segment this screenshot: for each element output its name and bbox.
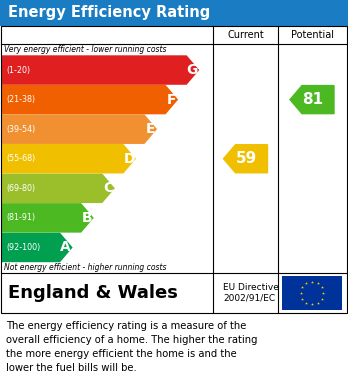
Text: E: E: [145, 122, 155, 136]
Polygon shape: [2, 56, 198, 84]
Text: (81-91): (81-91): [6, 213, 35, 222]
Text: EU Directive
2002/91/EC: EU Directive 2002/91/EC: [223, 283, 279, 303]
Polygon shape: [2, 204, 93, 232]
Bar: [0, 313, 348, 391]
Polygon shape: [2, 233, 72, 262]
Text: F: F: [166, 93, 176, 107]
Polygon shape: [2, 145, 135, 173]
Polygon shape: [2, 86, 177, 114]
Text: (1-20): (1-20): [6, 66, 30, 75]
Polygon shape: [2, 174, 114, 203]
Text: 81: 81: [302, 92, 324, 107]
Bar: [1, 273, 347, 313]
Text: (39-54): (39-54): [6, 125, 35, 134]
Text: (69-80): (69-80): [6, 184, 35, 193]
Text: (92-100): (92-100): [6, 243, 40, 252]
Polygon shape: [223, 145, 268, 173]
Text: (55-68): (55-68): [6, 154, 35, 163]
Text: B: B: [81, 211, 92, 225]
Text: Current: Current: [227, 30, 264, 40]
Text: G: G: [187, 63, 198, 77]
Polygon shape: [290, 86, 334, 114]
Text: Potential: Potential: [291, 30, 333, 40]
Text: Very energy efficient - lower running costs: Very energy efficient - lower running co…: [4, 45, 166, 54]
Text: England & Wales: England & Wales: [8, 284, 178, 302]
Text: C: C: [103, 181, 113, 196]
Polygon shape: [2, 115, 156, 143]
Text: Energy Efficiency Rating: Energy Efficiency Rating: [8, 5, 210, 20]
Text: A: A: [60, 240, 71, 255]
Bar: [282, 276, 342, 310]
Text: D: D: [123, 152, 135, 166]
Text: Not energy efficient - higher running costs: Not energy efficient - higher running co…: [4, 263, 166, 272]
Bar: [0, 0, 348, 26]
Bar: [1, 26, 347, 313]
Text: The energy efficiency rating is a measure of the
overall efficiency of a home. T: The energy efficiency rating is a measur…: [6, 321, 258, 373]
Text: (21-38): (21-38): [6, 95, 35, 104]
Text: 59: 59: [236, 151, 257, 166]
